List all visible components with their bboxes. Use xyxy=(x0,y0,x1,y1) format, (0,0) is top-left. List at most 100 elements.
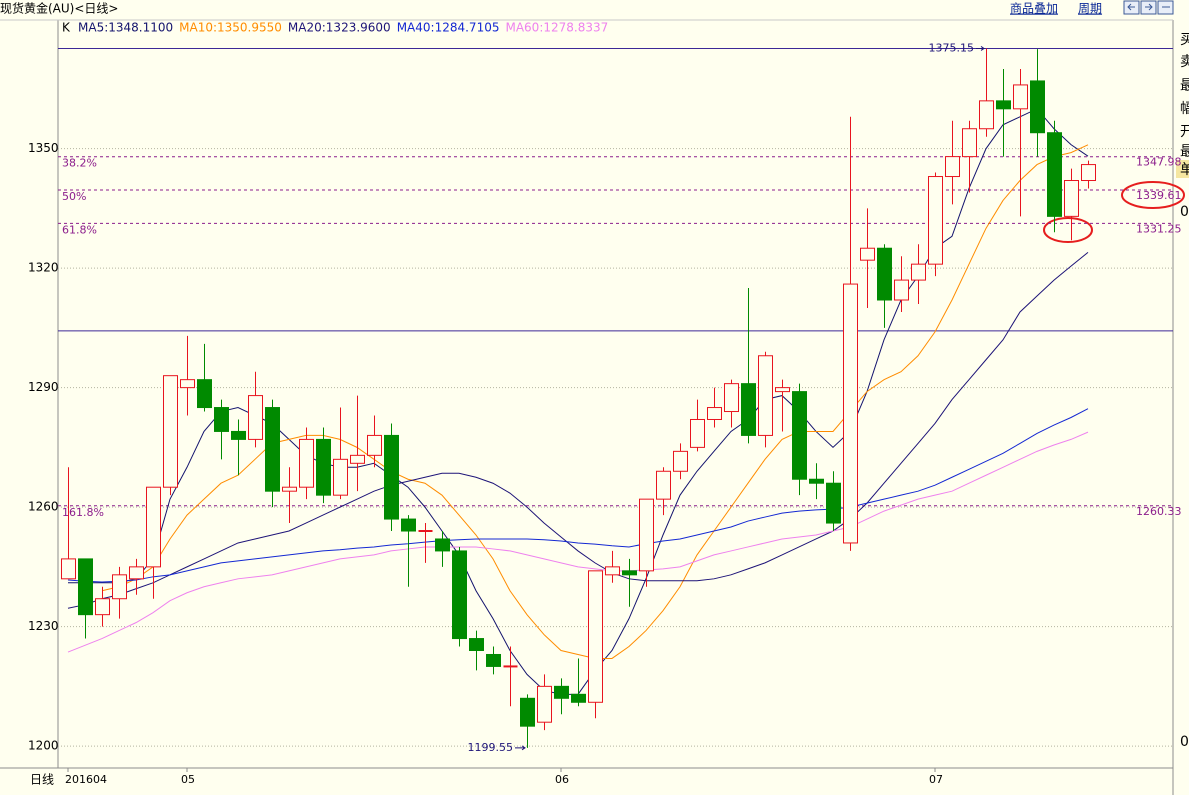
annotation-arrow xyxy=(515,745,526,751)
candle-body xyxy=(1081,164,1096,182)
candle-body xyxy=(401,518,416,532)
candle-body xyxy=(809,478,824,484)
candle-body xyxy=(452,550,467,640)
panel-highlight xyxy=(1176,160,1189,178)
candle xyxy=(350,395,365,492)
candle xyxy=(418,523,433,563)
candle xyxy=(61,467,76,580)
candle xyxy=(486,646,501,675)
candle-body xyxy=(877,247,892,301)
candle-body xyxy=(282,486,297,492)
candle-body xyxy=(367,434,382,456)
candle xyxy=(996,68,1011,157)
candle-body xyxy=(605,566,620,576)
candle xyxy=(588,570,603,719)
candle-body xyxy=(639,498,654,572)
candle-body xyxy=(95,598,110,616)
candle xyxy=(758,351,773,448)
candle-body xyxy=(775,387,790,393)
candle-body xyxy=(1013,84,1028,110)
candle-body xyxy=(163,375,178,488)
y-tick-label: 1230 xyxy=(28,619,59,633)
indicator-label: K xyxy=(62,21,71,35)
fib-value-label: 1260.33 xyxy=(1136,505,1182,518)
candle xyxy=(503,646,518,707)
fib-label: 38.2% xyxy=(62,157,97,170)
candle-body xyxy=(826,482,841,524)
candle xyxy=(469,630,484,671)
candle xyxy=(1064,168,1079,241)
candle-body xyxy=(299,438,314,488)
candle xyxy=(1047,120,1062,233)
candle xyxy=(163,375,178,496)
candle-body xyxy=(707,407,722,420)
candle xyxy=(605,550,620,583)
panel-text: 最 xyxy=(1180,78,1189,94)
candle-body xyxy=(656,470,671,500)
candle xyxy=(384,423,399,532)
candle-body xyxy=(996,100,1011,110)
panel-text: 单 xyxy=(1180,162,1189,178)
candle-body xyxy=(860,247,875,261)
candle-body xyxy=(180,379,195,389)
candle-body xyxy=(911,263,926,281)
candle-body xyxy=(248,395,263,440)
period-button[interactable]: 周期 xyxy=(1078,2,1102,16)
nav-icons[interactable] xyxy=(1123,0,1174,15)
candle-body xyxy=(979,100,994,130)
ma-line xyxy=(67,431,1089,653)
candle-body xyxy=(112,574,127,600)
candle xyxy=(435,531,450,567)
ma-line xyxy=(67,408,1089,583)
candle xyxy=(809,463,824,500)
legend-entry: MA20:1323.9600 xyxy=(288,21,391,35)
legend-entry: MA40:1284.7105 xyxy=(397,21,500,35)
candle-body xyxy=(384,434,399,520)
candle-body xyxy=(792,391,807,480)
panel-text: 卖 xyxy=(1180,54,1189,70)
candle xyxy=(231,419,246,476)
candle-body xyxy=(588,570,603,703)
candle xyxy=(962,120,977,193)
candle-body xyxy=(843,283,858,544)
candle xyxy=(724,379,739,428)
candle xyxy=(401,515,416,587)
candle-body xyxy=(622,570,637,576)
candle xyxy=(877,244,892,328)
candle-body xyxy=(469,638,484,652)
candle xyxy=(520,694,535,748)
highlight-ellipse xyxy=(1121,181,1185,209)
y-tick-label: 1320 xyxy=(28,261,59,275)
candle xyxy=(78,558,93,639)
candle-body xyxy=(537,685,552,723)
candle-body xyxy=(316,438,331,496)
candle-body xyxy=(1030,80,1045,134)
fib-value-label: 1339.61 xyxy=(1136,189,1182,202)
candle xyxy=(299,427,314,500)
candle xyxy=(775,379,790,432)
candle-body xyxy=(571,693,586,703)
candle-body xyxy=(231,430,246,440)
candle-body xyxy=(435,538,450,552)
candle xyxy=(452,546,467,647)
candle xyxy=(979,48,994,137)
candle xyxy=(537,674,552,731)
candle-body xyxy=(894,279,909,301)
candle-body xyxy=(520,697,535,727)
legend-entry: MA60:1278.8337 xyxy=(505,21,608,35)
candle-body xyxy=(350,454,365,464)
x-tick-label: 05 xyxy=(181,773,195,786)
candle xyxy=(95,586,110,627)
candle xyxy=(690,399,705,452)
candle xyxy=(1081,160,1096,189)
candle xyxy=(826,471,841,532)
panel-text: 0 xyxy=(1180,204,1189,220)
candle-body xyxy=(758,355,773,436)
fib-label: 161.8% xyxy=(62,506,104,519)
candle-body xyxy=(486,653,501,667)
candle-body xyxy=(197,379,212,409)
candle-body xyxy=(724,383,739,413)
candle xyxy=(214,399,229,460)
candle xyxy=(639,498,654,587)
overlay-button[interactable]: 商品叠加 xyxy=(1010,1,1058,16)
